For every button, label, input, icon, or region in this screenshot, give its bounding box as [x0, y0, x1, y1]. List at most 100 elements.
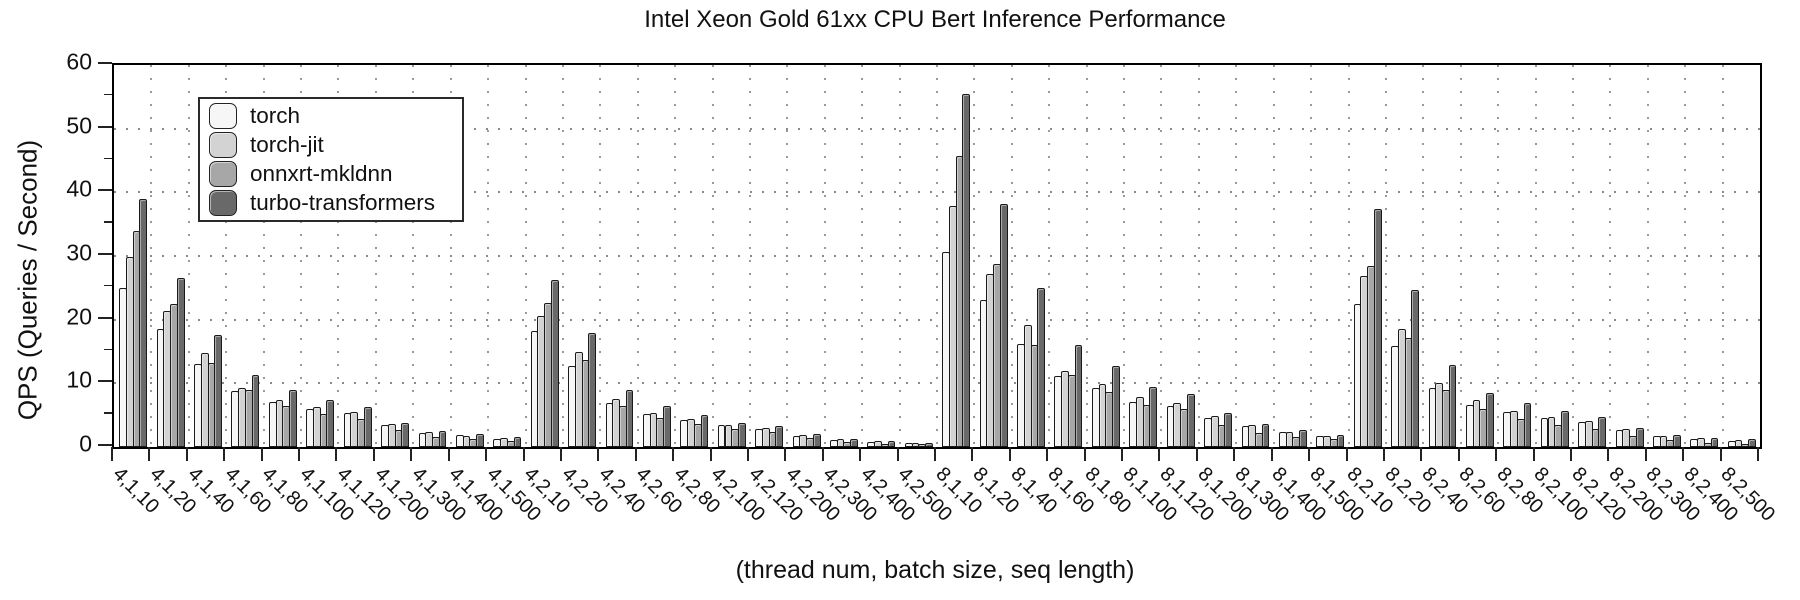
- legend-label-torch-jit: torch-jit: [250, 131, 324, 157]
- bar-turbo-transformers: [812, 434, 821, 447]
- gridline-vertical: [524, 65, 527, 447]
- gridline-vertical: [1310, 65, 1313, 447]
- legend-entry-onnxrt-mkldnn: onnxrt-mkldnn: [209, 160, 462, 188]
- bar-turbo-transformers: [625, 389, 634, 447]
- gridline-vertical: [1235, 65, 1238, 447]
- bar-group: [713, 65, 750, 447]
- gridline-vertical: [449, 65, 452, 447]
- bar-turbo-transformers: [438, 431, 447, 447]
- bar-group: [787, 65, 824, 447]
- x-axis-tick: [1121, 447, 1124, 461]
- bar-turbo-transformers: [1598, 417, 1607, 447]
- bar-group: [675, 65, 712, 447]
- y-tick-label: 50: [66, 112, 92, 139]
- x-axis-tick: [971, 447, 974, 461]
- bar-group: [301, 65, 338, 447]
- bar-turbo-transformers: [1149, 386, 1158, 447]
- gridline-vertical: [1272, 65, 1275, 447]
- bar-turbo-transformers: [251, 375, 260, 447]
- bar-turbo-transformers: [1037, 288, 1045, 447]
- bar-group: [825, 65, 862, 447]
- bar-turbo-transformers: [737, 422, 746, 447]
- bar-group: [862, 65, 899, 447]
- y-axis-tick: [98, 125, 112, 128]
- gridline-vertical: [1347, 65, 1350, 447]
- x-axis-tick: [298, 447, 301, 461]
- bar-turbo-transformers: [775, 426, 784, 447]
- y-tick-label: 10: [66, 366, 92, 393]
- x-axis-tick: [1382, 447, 1385, 461]
- x-axis-tick: [1457, 447, 1460, 461]
- gridline-vertical: [936, 65, 938, 447]
- x-axis-tick: [784, 447, 787, 461]
- bar-group: [1723, 65, 1760, 447]
- legend-swatch-turbo-transformers: [209, 190, 237, 216]
- gridline-vertical: [786, 65, 789, 447]
- bar-torch-jit: [1697, 438, 1705, 447]
- x-axis-tick: [1757, 447, 1759, 461]
- bar-turbo-transformers: [1336, 434, 1345, 447]
- bar-group: [488, 65, 525, 447]
- gridline-vertical: [748, 65, 751, 447]
- gridline-vertical: [1646, 65, 1649, 447]
- y-axis-tick: [98, 62, 112, 64]
- gridline-vertical: [636, 65, 639, 447]
- bar-turbo-transformers: [1748, 439, 1756, 447]
- legend-label-turbo-transformers: turbo-transformers: [250, 189, 436, 215]
- x-axis-tick: [934, 447, 936, 461]
- bar-turbo-transformers: [925, 442, 933, 447]
- bar-group: [638, 65, 675, 447]
- bar-turbo-transformers: [214, 334, 222, 447]
- bar-turbo-transformers: [850, 438, 858, 447]
- bar-turbo-transformers: [1710, 437, 1719, 447]
- bar-turbo-transformers: [1186, 393, 1195, 447]
- bar-group: [1274, 65, 1311, 447]
- x-axis-tick: [1158, 447, 1161, 461]
- bar-group: [1536, 65, 1573, 447]
- bar-group: [937, 65, 974, 447]
- bar-turbo-transformers: [326, 399, 335, 447]
- gridline-vertical: [412, 65, 415, 447]
- x-axis-tick: [1046, 447, 1049, 461]
- bar-group: [750, 65, 787, 447]
- gridline-vertical: [561, 65, 564, 447]
- x-axis-tick: [1719, 447, 1722, 461]
- gridline-vertical: [898, 65, 901, 447]
- gridline-vertical: [674, 65, 677, 447]
- x-axis-tick: [485, 447, 488, 461]
- x-axis-tick: [1682, 447, 1685, 461]
- legend-label-torch: torch: [250, 102, 301, 128]
- y-axis-tick: [98, 189, 112, 192]
- bar-group: [600, 65, 637, 447]
- x-axis-tick: [1495, 447, 1498, 461]
- bar-group: [114, 65, 151, 447]
- y-axis-minor-tick: [104, 221, 112, 223]
- y-axis-tick: [98, 380, 112, 383]
- bar-group: [1199, 65, 1236, 447]
- legend-label-onnxrt-mkldnn: onnxrt-mkldnn: [250, 160, 393, 186]
- bar-group: [1461, 65, 1498, 447]
- bar-turbo-transformers: [289, 390, 297, 447]
- x-axis-tick: [1233, 447, 1236, 461]
- legend-swatch-torch-jit: [209, 132, 237, 158]
- bar-group: [189, 65, 226, 447]
- bar-turbo-transformers: [588, 333, 597, 447]
- bar-turbo-transformers: [1411, 290, 1420, 447]
- gridline-vertical: [1497, 65, 1500, 447]
- x-axis-tick: [1083, 447, 1086, 461]
- bar-group: [413, 65, 450, 447]
- y-tick-label: 30: [66, 239, 92, 266]
- gridline-vertical: [487, 65, 490, 447]
- bar-group: [338, 65, 375, 447]
- y-axis-minor-tick: [104, 412, 112, 414]
- gridline-vertical: [1571, 65, 1574, 447]
- x-axis-tick: [821, 447, 824, 461]
- y-tick-label: 20: [66, 303, 92, 330]
- bar-turbo-transformers: [1261, 424, 1270, 447]
- x-axis-tick: [447, 447, 450, 461]
- legend-swatch-onnxrt-mkldnn: [209, 161, 237, 187]
- x-axis-label: (thread num, batch size, seq length): [735, 556, 1135, 584]
- legend-entry-turbo-transformers: turbo-transformers: [209, 189, 462, 217]
- bar-turbo-transformers: [962, 94, 971, 447]
